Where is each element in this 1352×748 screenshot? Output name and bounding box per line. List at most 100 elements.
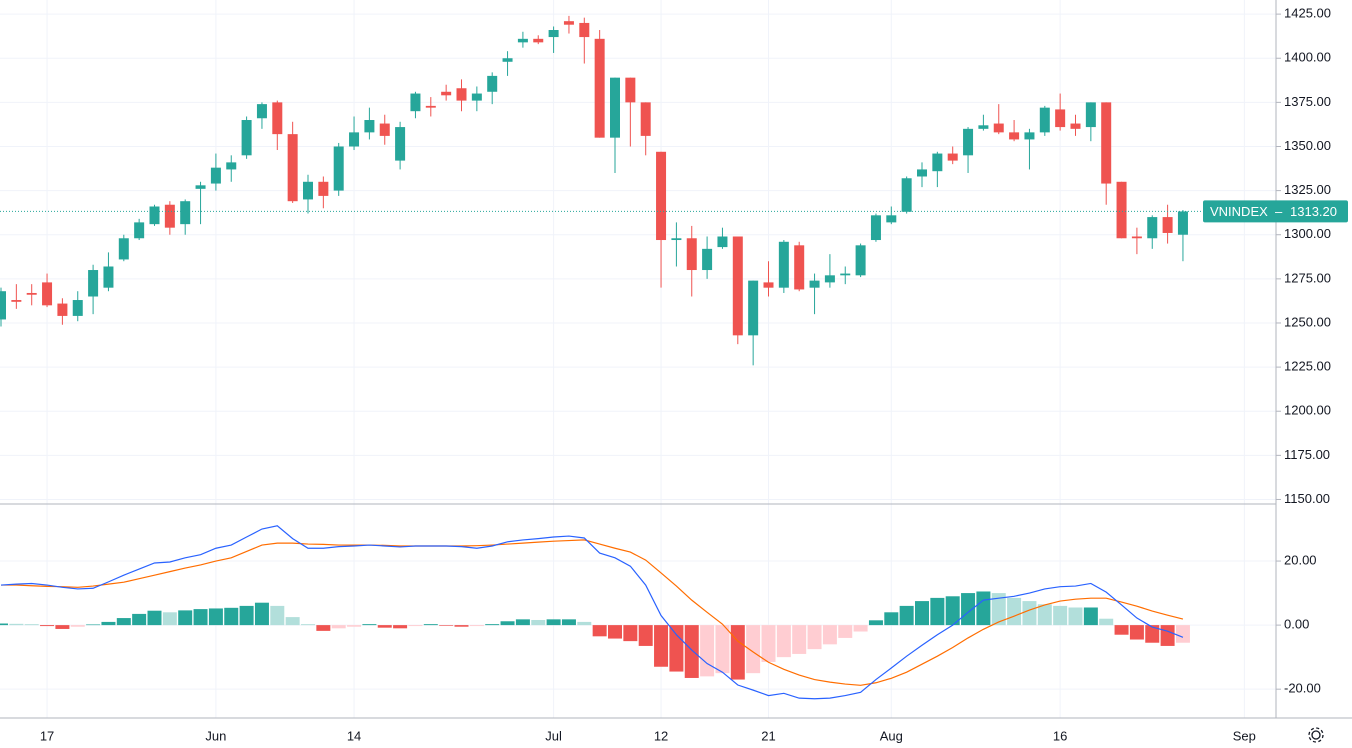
candle-body [241,120,252,156]
y-tick-label: 0.00 [1284,617,1309,632]
histogram-bar [945,596,960,626]
x-tick-label: Jun [205,728,226,743]
histogram-bar [1022,601,1037,626]
x-tick-label: Sep [1233,728,1256,743]
candle-body [502,58,513,62]
last-price-dash: – [1275,204,1283,219]
histogram-bar [178,610,193,626]
histogram-bar [623,625,638,642]
histogram-bar [86,624,101,626]
histogram-bar [700,625,715,677]
histogram-bar [991,593,1006,626]
x-tick-label: 14 [347,728,361,743]
candle-body [717,236,728,248]
y-tick-label: 1250.00 [1284,314,1331,329]
candle-body [640,102,651,136]
symbol-label: VNINDEX [1210,204,1268,219]
histogram-bar [331,625,346,629]
x-tick-label: 12 [654,728,668,743]
candle-body [763,282,774,288]
histogram-bar [915,601,929,626]
histogram-bar [1068,607,1083,626]
candle-body [303,181,313,200]
candle-body [180,201,191,225]
histogram-bar [515,619,530,626]
y-tick-label: 1400.00 [1284,50,1331,65]
x-tick-label: Aug [880,728,903,743]
candle-body [0,291,6,320]
y-tick-label: 1200.00 [1284,403,1331,418]
candle-body [917,169,927,177]
histogram-bar [55,625,70,629]
histogram-bar [822,625,837,645]
histogram-bar [40,625,55,627]
candle-body [886,215,897,223]
histogram-bar [638,625,653,646]
histogram-bar [853,625,868,632]
candle-body [195,185,206,189]
histogram-bar [577,621,592,626]
candle-body [656,151,667,241]
y-tick-label: 1225.00 [1284,359,1331,374]
histogram-bar [1160,625,1175,646]
candle-body [625,77,636,103]
histogram-bar [408,625,423,627]
y-tick-label: -20.00 [1284,681,1321,696]
y-tick-label: 1375.00 [1284,94,1331,109]
y-tick-label: 1350.00 [1284,138,1331,153]
candle-body [1039,107,1050,133]
histogram-bar [1114,625,1129,635]
histogram-bar [669,625,684,672]
histogram-bar [162,612,177,626]
candle-body [210,167,221,184]
candle-body [349,132,360,147]
candle-body [1055,109,1066,128]
histogram-bar [1083,607,1098,626]
x-tick-label: Jul [545,728,562,743]
histogram-bar [101,621,116,626]
histogram-bar [976,591,991,626]
settings-icon[interactable] [1308,727,1324,743]
histogram-bar [347,625,362,627]
histogram-bar [868,620,883,626]
y-tick-label: 1150.00 [1284,491,1330,506]
y-tick-label: 1175.00 [1284,447,1330,462]
histogram-bar [454,625,469,627]
candle-body [1070,123,1081,129]
histogram-bar [776,625,791,658]
y-tick-label: 20.00 [1284,552,1317,567]
histogram-bar [1145,625,1160,643]
candle-body [978,125,989,129]
candle-body [563,21,574,25]
histogram-bar [1037,604,1052,626]
candle-body [287,134,298,202]
histogram-bar [147,610,162,626]
signal-line [1,539,1184,686]
histogram-bar [500,621,515,626]
candle-body [456,88,467,101]
histogram-bar [116,618,131,626]
y-tick-label: 1275.00 [1284,270,1331,285]
histogram-bar [531,619,546,626]
candle-body [379,123,390,136]
histogram-bar [254,602,269,626]
candle-body [441,91,452,96]
candle-body [256,104,267,119]
y-tick-label: 1325.00 [1284,182,1331,197]
histogram-bar [592,625,607,637]
candle-body [164,204,175,228]
last-price-label: 1313.20 [1290,204,1337,219]
candle-body [395,127,406,161]
candle-body [226,162,237,170]
candle-body [26,292,37,295]
candle-body [1101,102,1112,184]
histogram-bar [715,625,730,674]
histogram-bar [208,608,223,626]
histogram-bar [807,625,822,650]
histogram-bar [362,624,377,626]
candle-body [149,206,160,225]
histogram-bar [393,625,408,629]
candle-body [1131,236,1142,239]
candle-body [686,238,697,271]
candle-body [517,38,528,43]
